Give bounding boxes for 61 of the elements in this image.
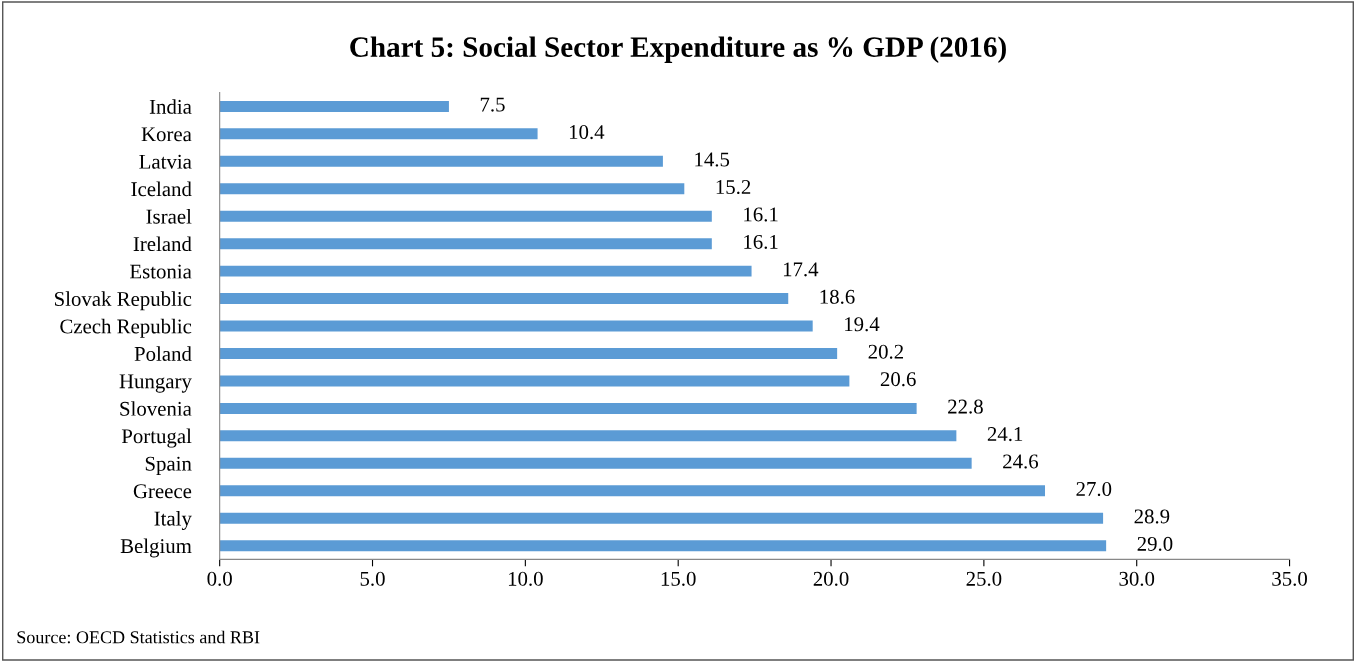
x-tick-label: 5.0 — [360, 571, 385, 586]
bar — [219, 320, 813, 332]
data-label: 19.4 — [845, 317, 880, 332]
y-tick-label: Hungary — [119, 374, 192, 393]
y-tick-label: Latvia — [139, 154, 192, 169]
y-tick-label: Iceland — [131, 181, 192, 197]
y-tick-label: Korea — [141, 127, 192, 142]
bar — [219, 457, 972, 469]
data-label: 14.5 — [695, 152, 730, 167]
data-label: 17.4 — [783, 262, 819, 277]
data-label: 10.4 — [569, 125, 605, 140]
y-tick-label: Italy — [154, 510, 192, 530]
data-label: 16.1 — [744, 207, 778, 222]
data-label: 24.1 — [987, 427, 1023, 442]
y-tick-label: Greece — [133, 484, 192, 499]
bar — [219, 155, 663, 167]
bar — [219, 128, 538, 140]
data-label: 15.2 — [716, 179, 751, 195]
x-tick-label: 10.0 — [508, 571, 543, 586]
x-tick-label: 35.0 — [1272, 571, 1307, 586]
y-tick-label: Slovak Republic — [54, 291, 192, 311]
y-tick-label: Czech Republic — [60, 318, 192, 338]
x-tick-label: 15.0 — [661, 571, 696, 586]
y-tick-label: Portugal — [121, 428, 192, 448]
x-tick-label: 20.0 — [813, 571, 849, 586]
bar — [219, 293, 789, 305]
data-label: 7.5 — [480, 97, 505, 112]
data-label: 28.9 — [1134, 509, 1170, 524]
data-label: 22.8 — [948, 399, 983, 414]
bar — [219, 265, 752, 277]
data-label: 27.0 — [1076, 481, 1112, 497]
bar — [219, 402, 917, 414]
y-tick-label: Belgium — [120, 538, 192, 558]
y-tick-label: Ireland — [133, 236, 192, 252]
x-tick-label: 25.0 — [966, 571, 1002, 586]
data-label: 29.0 — [1137, 536, 1173, 551]
bar — [219, 238, 712, 250]
data-label: 16.1 — [744, 234, 778, 249]
bar — [219, 540, 1107, 552]
bar — [219, 348, 838, 359]
x-tick-label: 30.0 — [1119, 571, 1155, 586]
data-label: 18.6 — [820, 289, 855, 304]
y-tick-label: India — [149, 99, 192, 114]
y-tick-label: Slovenia — [120, 401, 192, 416]
bar — [219, 375, 850, 387]
bar — [219, 512, 1104, 524]
bar — [219, 183, 685, 195]
y-tick-label: Spain — [145, 456, 192, 475]
data-label: 24.6 — [1003, 454, 1039, 469]
source-note: Source: OECD Statistics and RBI — [17, 630, 260, 644]
chart-title: Chart 5: Social Sector Expenditure as % GDP (2016) — [350, 36, 1006, 63]
bar — [219, 100, 449, 112]
data-label: 20.2 — [868, 344, 904, 359]
bar — [219, 430, 957, 442]
x-tick-label: 0.0 — [207, 571, 232, 586]
y-tick-label: Israel — [146, 208, 192, 224]
y-tick-label: Estonia — [130, 264, 192, 279]
data-label: 20.6 — [880, 372, 916, 387]
bar — [219, 210, 712, 222]
bar — [219, 485, 1046, 497]
y-tick-label: Poland — [134, 346, 192, 361]
